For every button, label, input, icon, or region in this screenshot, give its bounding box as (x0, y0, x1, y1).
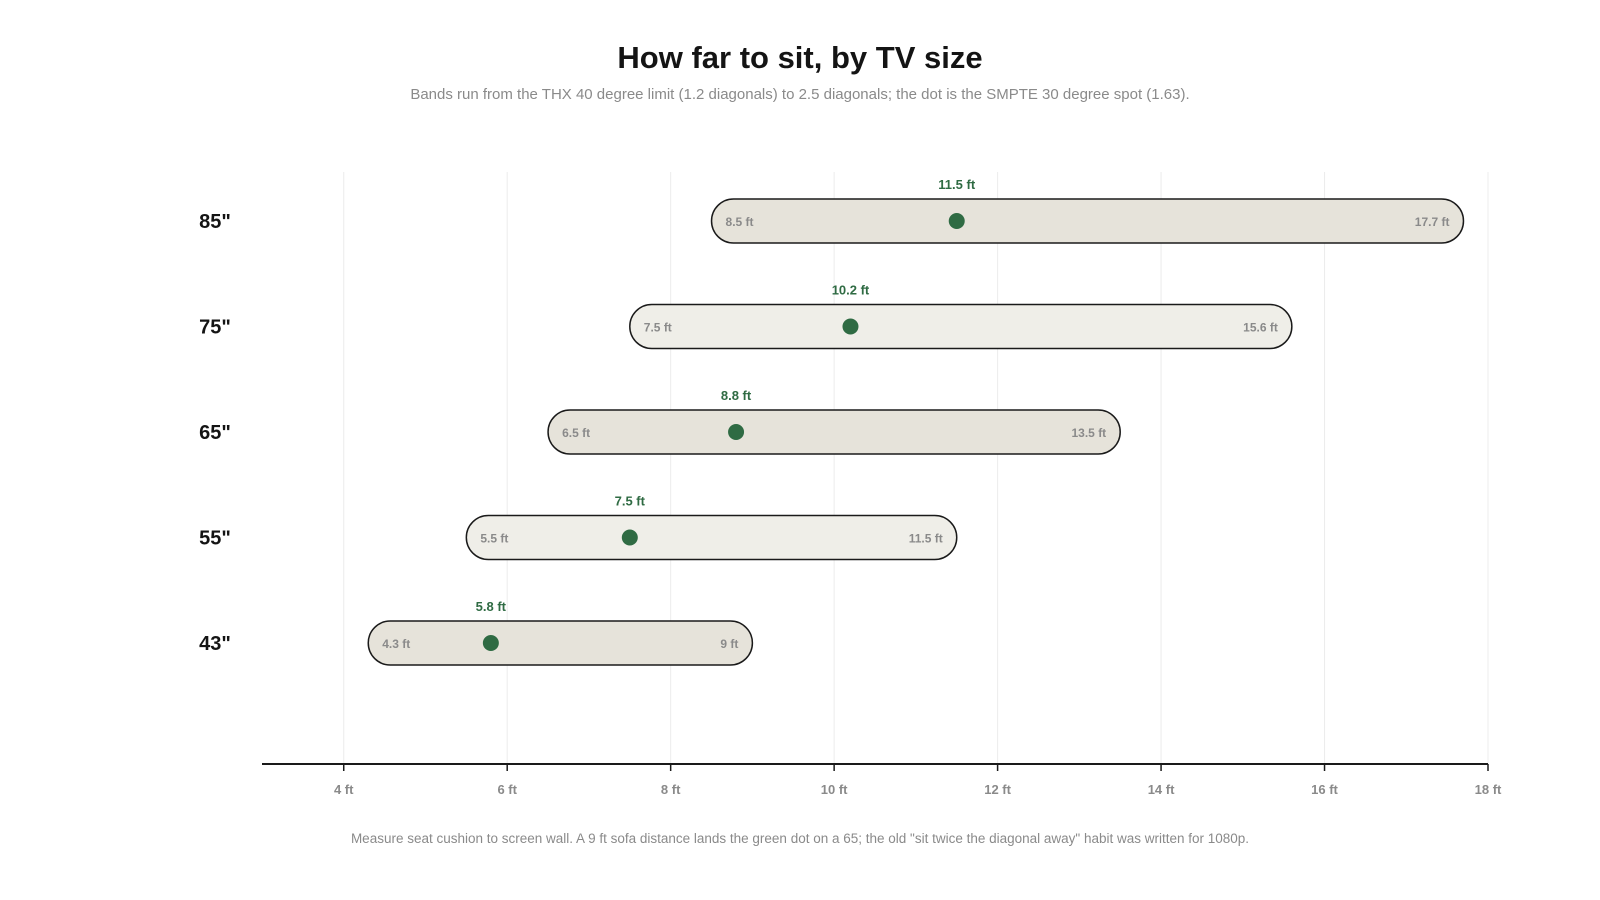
range-band (629, 303, 1293, 350)
dot-value-label: 11.5 ft (938, 177, 976, 192)
range-high-label: 17.7 ft (1415, 215, 1450, 229)
category-label: 75" (199, 317, 231, 339)
smpte-dot (842, 318, 859, 335)
smpte-dot (482, 635, 499, 651)
range-low-label: 7.5 ft (644, 321, 672, 335)
range-row: 85" 8.5 ft 17.7 ft 11.5 ft (199, 177, 1465, 244)
range-bands: 85" 8.5 ft 17.7 ft 11.5 ft 75" 7.5 ft 15.6 ft 1… (199, 177, 1465, 666)
range-band (367, 620, 754, 666)
smpte-dot (621, 529, 638, 546)
category-label: 85" (199, 211, 231, 233)
dot-value-label: 7.5 ft (615, 494, 646, 509)
chart-subtitle: Bands run from the THX 40 degree limit (… (410, 86, 1190, 103)
x-tick-label: 18 ft (1475, 782, 1502, 797)
dot-value-label: 5.8 ft (476, 599, 507, 614)
category-label: 43" (199, 633, 231, 655)
range-high-label: 9 ft (720, 637, 738, 651)
range-high-label: 11.5 ft (909, 532, 943, 546)
dot-value-label: 8.8 ft (721, 388, 752, 403)
range-low-label: 8.5 ft (726, 215, 754, 229)
category-label: 65" (199, 422, 231, 444)
range-low-label: 4.3 ft (382, 637, 410, 651)
x-tick-label: 6 ft (497, 782, 517, 797)
category-label: 55" (199, 528, 231, 550)
grid-lines (343, 172, 1489, 764)
smpte-dot (948, 213, 965, 229)
range-row: 43" 4.3 ft 9 ft 5.8 ft (199, 599, 754, 666)
range-band (710, 198, 1465, 244)
range-low-label: 5.5 ft (480, 532, 508, 546)
range-row: 65" 6.5 ft 13.5 ft 8.8 ft (199, 388, 1121, 455)
x-axis: 4 ft 6 ft 8 ft 10 ft 12 ft 14 ft 16 ft 18 ft (262, 763, 1502, 797)
range-high-label: 13.5 ft (1072, 426, 1107, 440)
dot-value-label: 10.2 ft (832, 283, 870, 298)
range-row: 55" 5.5 ft 11.5 ft 7.5 ft (199, 494, 958, 561)
smpte-dot (728, 424, 745, 440)
x-tick-label: 8 ft (661, 782, 681, 797)
range-high-label: 15.6 ft (1243, 321, 1278, 335)
x-tick-label: 4 ft (334, 782, 354, 797)
range-row: 75" 7.5 ft 15.6 ft 10.2 ft (199, 283, 1293, 350)
x-tick-label: 12 ft (984, 782, 1011, 797)
range-band (465, 514, 958, 561)
x-tick-label: 14 ft (1148, 782, 1175, 797)
x-tick-label: 16 ft (1311, 782, 1338, 797)
range-low-label: 6.5 ft (562, 426, 590, 440)
x-tick-label: 10 ft (821, 782, 848, 797)
range-band (547, 409, 1121, 455)
chart-title: How far to sit, by TV size (617, 40, 983, 75)
chart-footnote: Measure seat cushion to screen wall. A 9… (350, 831, 1250, 846)
